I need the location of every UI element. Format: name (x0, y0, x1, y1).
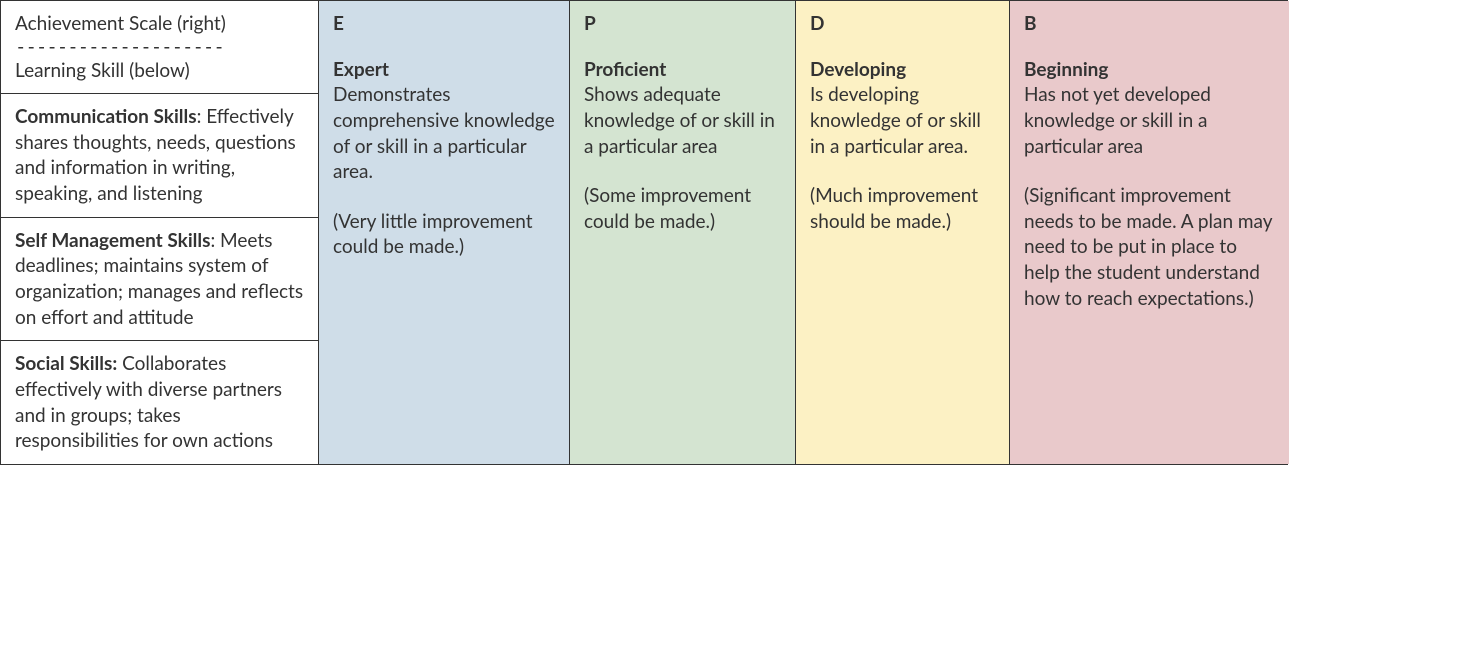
level-letter: E (333, 11, 555, 37)
level-desc: Demonstrates comprehensive knowledge of … (333, 82, 555, 185)
skill-social: Social Skills: Collaborates effectively … (1, 341, 319, 464)
level-name: Expert (333, 57, 555, 83)
level-name: Developing (810, 57, 995, 83)
level-desc: Has not yet developed knowledge or skill… (1024, 82, 1275, 159)
skill-self-management: Self Management Skills: Meets deadlines;… (1, 218, 319, 342)
level-letter: D (810, 11, 995, 37)
skill-title: Self Management Skills (15, 229, 210, 252)
header-divider: -------------------- (15, 37, 304, 58)
level-developing: D Developing Is developing knowledge of … (796, 1, 1010, 464)
level-note: (Much improvement should be made.) (810, 183, 995, 234)
level-proficient: P Proficient Shows adequate knowledge of… (570, 1, 796, 464)
level-name: Proficient (584, 57, 781, 83)
header-cell: Achievement Scale (right) --------------… (1, 1, 319, 94)
level-note: (Some improvement could be made.) (584, 183, 781, 234)
level-note: (Very little improvement could be made.) (333, 209, 555, 260)
level-letter: B (1024, 11, 1275, 37)
level-name: Beginning (1024, 57, 1275, 83)
level-beginning: B Beginning Has not yet developed knowle… (1010, 1, 1289, 464)
level-expert: E Expert Demonstrates comprehensive know… (319, 1, 570, 464)
skill-title: Communication Skills (15, 105, 197, 128)
skill-communication: Communication Skills: Effectively shares… (1, 94, 319, 218)
level-desc: Is developing knowledge of or skill in a… (810, 82, 995, 159)
header-line1: Achievement Scale (right) (15, 11, 304, 37)
level-note: (Significant improvement needs to be mad… (1024, 183, 1275, 311)
level-desc: Shows adequate knowledge of or skill in … (584, 82, 781, 159)
level-letter: P (584, 11, 781, 37)
rubric-table: Achievement Scale (right) --------------… (0, 0, 1288, 465)
header-line2: Learning Skill (below) (15, 58, 304, 84)
skill-title: Social Skills: (15, 352, 117, 375)
